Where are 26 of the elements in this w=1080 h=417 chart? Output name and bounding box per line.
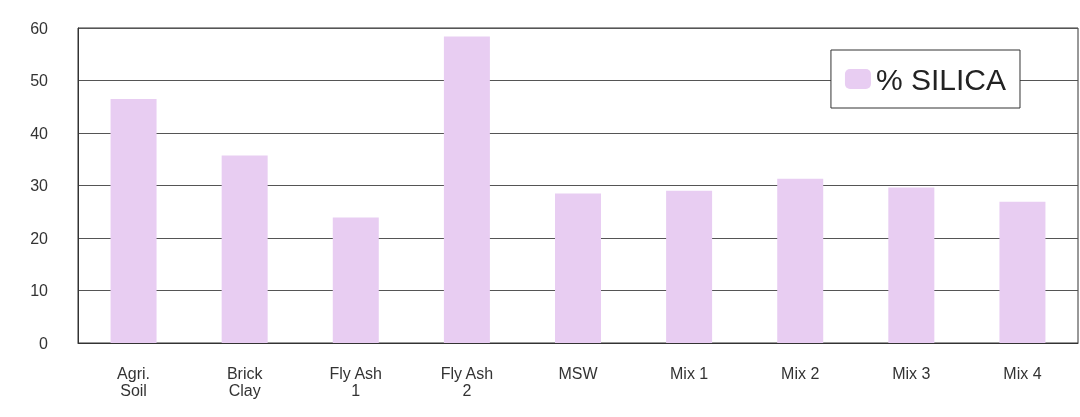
bar — [110, 98, 157, 343]
x-tick-label: Mix 1 — [669, 365, 709, 382]
x-tick-label: Fly Ash 2 — [440, 365, 494, 399]
bar — [332, 217, 379, 343]
x-tick-label: Agri. Soil — [117, 365, 151, 399]
x-tick-label: Brick Clay — [226, 365, 264, 399]
x-tick-label: Fly Ash 1 — [329, 365, 383, 399]
bar — [443, 36, 490, 343]
bar — [221, 155, 268, 343]
y-tick-label: 30 — [30, 177, 49, 194]
x-tick-label: Mix 4 — [1003, 365, 1042, 382]
y-tick-label: 10 — [30, 282, 49, 299]
x-tick-label: Mix 2 — [781, 365, 820, 382]
bar — [777, 178, 824, 343]
legend-label: % SILICA — [875, 62, 1007, 96]
bar — [888, 187, 935, 343]
y-tick-label: 40 — [30, 124, 49, 142]
x-tick-label: Mix 3 — [892, 365, 931, 382]
y-tick-label: 50 — [30, 72, 49, 89]
y-tick-label: 0 — [39, 334, 49, 352]
y-tick-label: 20 — [30, 229, 49, 247]
x-tick-label: MSW — [558, 365, 599, 382]
bar — [999, 201, 1046, 343]
y-tick-label: 60 — [30, 19, 49, 37]
bar — [666, 190, 713, 343]
bar — [555, 193, 601, 343]
